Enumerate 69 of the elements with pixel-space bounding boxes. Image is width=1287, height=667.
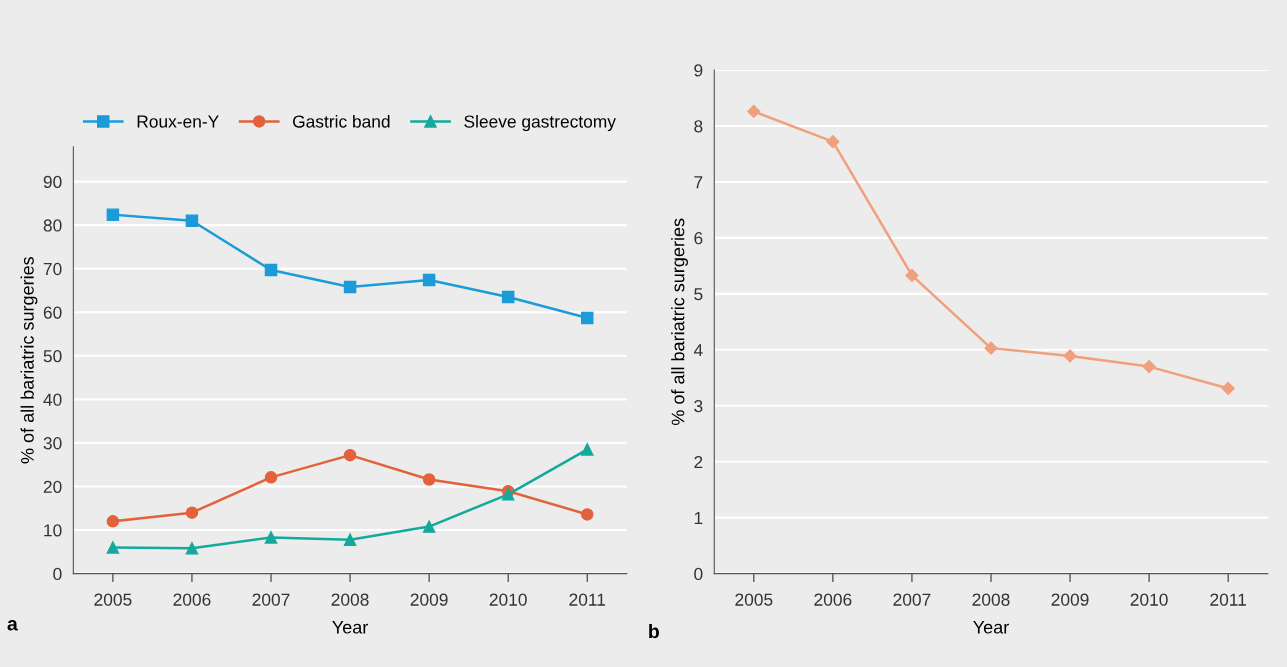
legend-label: Sleeve gastrectomy xyxy=(464,114,616,132)
x-tick-label: 2005 xyxy=(735,593,773,606)
y-tick-label: 6 xyxy=(694,232,703,245)
point xyxy=(984,341,998,355)
point xyxy=(501,290,515,304)
x-tick-label: 2009 xyxy=(1051,593,1089,606)
y-tick-label: 4 xyxy=(693,344,703,357)
point xyxy=(1142,360,1156,374)
x-tick-label: 2007 xyxy=(252,593,290,606)
point xyxy=(580,311,594,325)
x-tick-label: 2011 xyxy=(1210,593,1246,606)
y-tick-label: 60 xyxy=(43,306,62,319)
point xyxy=(264,471,278,484)
point xyxy=(106,541,120,554)
legend-label: Gastric band xyxy=(293,114,390,128)
point xyxy=(343,533,357,546)
point xyxy=(106,515,120,528)
y-tick-label: 7 xyxy=(694,176,703,189)
point xyxy=(422,520,436,533)
y-tick-label: 20 xyxy=(43,480,62,493)
x-tick-label: 2008 xyxy=(331,593,369,606)
point xyxy=(1221,381,1235,396)
y-tick-label: 8 xyxy=(694,120,703,133)
text: a xyxy=(7,619,18,631)
point xyxy=(826,135,840,149)
y-tick-label: 5 xyxy=(694,288,703,301)
point xyxy=(580,508,594,521)
y-tick-label: 30 xyxy=(43,437,62,450)
point xyxy=(185,214,199,228)
point xyxy=(264,263,278,277)
y-tick-label: 2 xyxy=(694,455,703,468)
point xyxy=(1063,349,1077,363)
y-tick-label: 10 xyxy=(44,524,62,537)
x-tick-label: 2010 xyxy=(489,593,527,606)
x-tick-label: 2005 xyxy=(94,593,132,606)
y-tick-label: 9 xyxy=(694,64,703,77)
text: b xyxy=(649,623,659,639)
y-tick-label: 0 xyxy=(53,567,62,581)
y-tick-label: 70 xyxy=(43,262,62,276)
x-tick-label: 2006 xyxy=(173,593,211,606)
y-axis-title: % of all bariatric surgeries xyxy=(20,256,38,464)
point xyxy=(747,104,761,119)
x-tick-label: 2011 xyxy=(569,593,606,606)
y-tick-label: 40 xyxy=(43,393,62,406)
point xyxy=(422,273,436,287)
legend-label: Roux-en-Y xyxy=(137,115,219,128)
point xyxy=(185,506,199,519)
point xyxy=(343,280,357,294)
point xyxy=(343,448,357,462)
y-tick-label: 1 xyxy=(694,512,703,524)
x-axis-title: Year xyxy=(973,621,1009,634)
x-axis-title: Year xyxy=(332,621,369,634)
point xyxy=(422,473,436,486)
point xyxy=(580,443,594,456)
y-tick-label: 0 xyxy=(694,567,703,581)
y-tick-label: 90 xyxy=(43,175,62,189)
point xyxy=(264,531,278,544)
point xyxy=(106,208,120,221)
x-tick-label: 2008 xyxy=(972,593,1010,606)
point xyxy=(905,268,919,282)
point xyxy=(185,542,199,555)
y-tick-label: 80 xyxy=(43,219,62,232)
y-tick-label: 3 xyxy=(694,399,703,413)
x-tick-label: 2009 xyxy=(410,593,448,606)
x-tick-label: 2007 xyxy=(893,593,931,606)
x-tick-label: 2006 xyxy=(814,593,852,606)
y-tick-label: 50 xyxy=(43,349,62,363)
y-axis-title: % of all bariatric surgeries xyxy=(671,218,688,426)
x-tick-label: 2010 xyxy=(1130,593,1168,606)
